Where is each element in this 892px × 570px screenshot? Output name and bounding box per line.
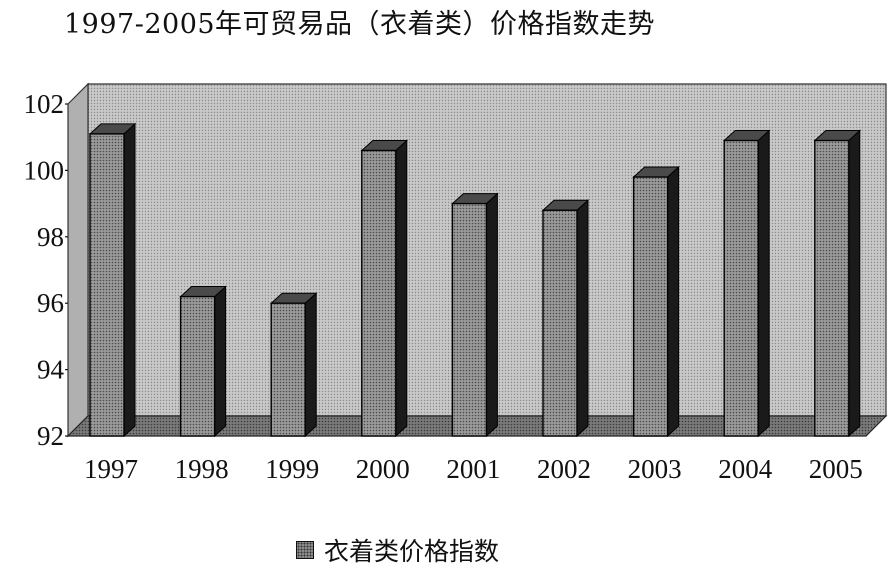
bar-side — [304, 292, 317, 438]
bar-side — [123, 122, 136, 438]
y-tick-label: 94 — [37, 355, 65, 385]
x-tick-label: 2001 — [446, 454, 500, 484]
x-tick-label: 2003 — [628, 454, 682, 484]
bar-side — [757, 129, 770, 438]
bar-front — [179, 295, 216, 437]
y-tick-label: 100 — [24, 155, 65, 185]
bar-front — [361, 149, 397, 437]
bar-side — [576, 199, 589, 438]
bar-front — [270, 302, 306, 437]
legend-swatch — [296, 541, 314, 559]
bar-side — [667, 165, 680, 438]
x-tick-label: 1998 — [175, 454, 229, 484]
bar-side — [395, 139, 408, 438]
x-axis: 1997 1998 1999 2000 2001 2002 2003 2004 2005 — [84, 454, 863, 484]
chart-title: 1997-2005年可贸易品（衣着类）价格指数走势 — [64, 9, 656, 40]
bar — [632, 165, 680, 438]
x-tick-label: 2004 — [718, 454, 773, 484]
legend-label: 衣着类价格指数 — [324, 537, 500, 566]
y-tick-label: 92 — [37, 421, 64, 451]
bar-front — [814, 139, 850, 437]
y-axis: 92 94 96 98 100 102 — [24, 89, 68, 451]
bar — [88, 122, 137, 438]
bar — [451, 192, 499, 438]
y-tick-label: 102 — [24, 89, 65, 119]
bar — [813, 129, 862, 438]
x-tick-label: 2005 — [809, 454, 863, 484]
bar-front — [542, 209, 578, 437]
left-wall — [67, 82, 89, 438]
x-tick-label: 2002 — [537, 454, 591, 484]
bar-front — [451, 202, 488, 437]
legend: 衣着类价格指数 — [296, 532, 499, 568]
bar-side — [485, 192, 498, 438]
bar — [269, 292, 318, 438]
y-tick-label: 98 — [37, 222, 64, 252]
bar — [360, 139, 409, 438]
x-tick-label: 1997 — [84, 454, 138, 484]
bar-front — [632, 176, 669, 437]
x-tick-label: 1999 — [265, 454, 319, 484]
y-tick-label: 96 — [37, 288, 64, 318]
bar-side — [214, 285, 227, 438]
bar — [541, 199, 590, 438]
bar-front — [723, 139, 759, 437]
bars-layer — [88, 122, 862, 438]
bar-front — [89, 133, 125, 437]
bar — [722, 129, 771, 438]
x-tick-label: 2000 — [356, 454, 410, 484]
bar-side — [848, 129, 861, 438]
bar — [179, 285, 227, 438]
